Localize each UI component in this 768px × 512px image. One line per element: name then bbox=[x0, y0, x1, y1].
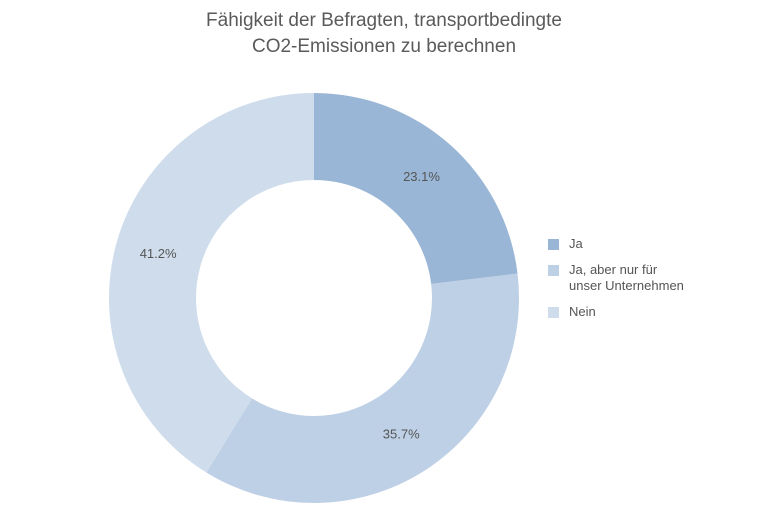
data-label-ja: 23.1% bbox=[403, 169, 440, 184]
legend-label-ja: Ja bbox=[569, 236, 583, 252]
legend-label-ja-aber-nur-line-2: unser Unternehmen bbox=[569, 278, 684, 293]
legend-item-nein: Nein bbox=[548, 304, 758, 320]
slice-ja bbox=[314, 93, 518, 284]
legend-item-ja-aber-nur: Ja, aber nur für unser Unternehmen bbox=[548, 262, 758, 294]
legend-item-ja: Ja bbox=[548, 236, 758, 252]
legend-swatch-ja bbox=[548, 239, 559, 250]
slice-nein bbox=[109, 93, 314, 473]
legend-label-nein-line-1: Nein bbox=[569, 304, 596, 319]
legend: Ja Ja, aber nur für unser Unternehmen Ne… bbox=[548, 236, 758, 330]
chart-title-line-1: Fähigkeit der Befragten, transportbeding… bbox=[206, 10, 562, 31]
legend-swatch-nein bbox=[548, 307, 559, 318]
legend-label-nein: Nein bbox=[569, 304, 596, 320]
legend-label-ja-aber-nur-line-1: Ja, aber nur für bbox=[569, 262, 658, 277]
legend-label-ja-line-1: Ja bbox=[569, 236, 583, 251]
chart-title-line-2: CO2-Emissionen zu berechnen bbox=[251, 36, 517, 57]
data-label-ja-aber-nur: 35.7% bbox=[383, 427, 420, 442]
slice-ja-aber-nur bbox=[206, 273, 519, 503]
legend-label-ja-aber-nur: Ja, aber nur für unser Unternehmen bbox=[569, 262, 684, 294]
chart-title: Fähigkeit der Befragten, transportbeding… bbox=[0, 8, 768, 60]
legend-swatch-ja-aber-nur bbox=[548, 265, 559, 276]
data-label-nein: 41.2% bbox=[140, 246, 177, 261]
